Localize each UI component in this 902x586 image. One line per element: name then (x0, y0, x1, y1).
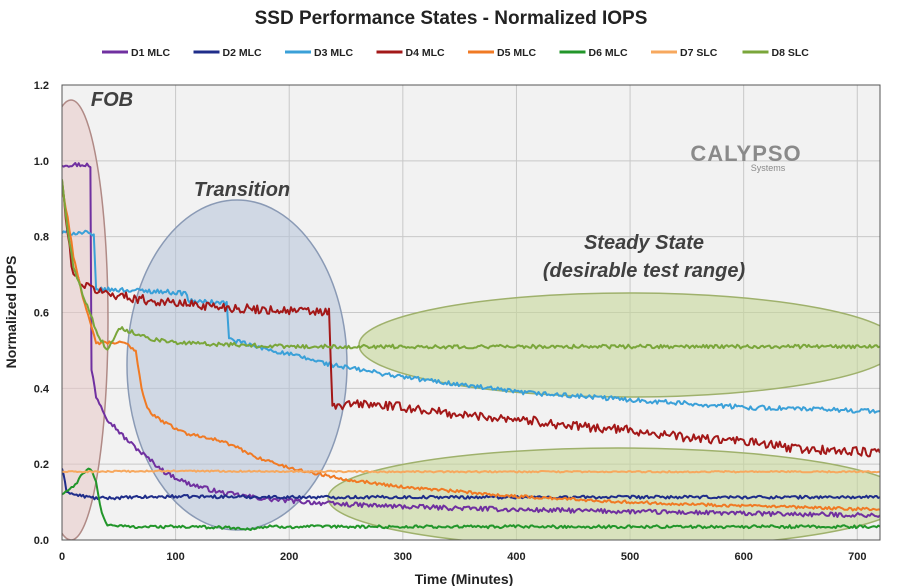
x-tick-label: 200 (280, 551, 298, 563)
legend-label: D7 SLC (680, 47, 718, 59)
legend-label: D3 MLC (314, 47, 354, 59)
series-line-d5-mlc (62, 187, 880, 512)
legend-label: D1 MLC (131, 47, 171, 59)
annotation-desirable-range: (desirable test range) (543, 260, 746, 282)
annotation-transition: Transition (194, 179, 290, 201)
y-tick-label: 0.0 (34, 535, 49, 547)
logo-text: CALYPSO (690, 141, 801, 166)
series-line-d6-mlc (62, 467, 880, 531)
annotation-fob: FOB (91, 89, 133, 111)
series-line-d4-mlc (62, 180, 880, 458)
legend-label: D6 MLC (589, 47, 629, 59)
series-line-d7-slc (62, 469, 880, 474)
x-tick-label: 600 (734, 551, 752, 563)
y-tick-label: 0.4 (34, 383, 50, 395)
x-tick-label: 500 (621, 551, 639, 563)
legend-label: D4 MLC (406, 47, 446, 59)
logo-subtext: Systems (751, 163, 786, 173)
x-tick-label: 700 (848, 551, 866, 563)
annotation-steady-state: Steady State (584, 232, 704, 254)
series-line-d2-mlc (62, 468, 880, 501)
legend-label: D5 MLC (497, 47, 537, 59)
x-tick-label: 0 (59, 551, 65, 563)
legend: D1 MLC D2 MLC D3 MLC D4 MLC D5 MLC D6 MLC D7 S… (102, 47, 809, 59)
legend-label: D2 MLC (223, 47, 263, 59)
y-tick-label: 0.2 (34, 459, 49, 471)
y-tick-label: 0.8 (34, 232, 49, 244)
y-tick-label: 1.0 (34, 156, 49, 168)
series-line-d3-mlc (62, 229, 880, 414)
x-tick-label: 300 (394, 551, 412, 563)
series-line-d1-mlc (62, 162, 880, 519)
x-axis-title: Time (Minutes) (415, 571, 514, 586)
transition-region (126, 199, 348, 531)
y-tick-label: 0.6 (34, 308, 49, 320)
y-tick-label: 1.2 (34, 80, 49, 92)
series-group (62, 162, 880, 531)
legend-label: D8 SLC (772, 47, 810, 59)
y-axis-title: Normalized IOPS (3, 256, 19, 369)
chart-title: SSD Performance States - Normalized IOPS (255, 8, 648, 29)
plot-border (61, 84, 881, 541)
calypso-logo: CALYPSO Systems (690, 141, 801, 173)
fob-region (62, 99, 109, 540)
series-line-d8-slc (62, 179, 880, 351)
x-tick-label: 100 (166, 551, 184, 563)
x-tick-label: 400 (507, 551, 525, 563)
axis-ticks: 0.0 0.2 0.4 0.6 0.8 1.0 1.2 0 100 200 300 400 500 600… (34, 80, 867, 563)
